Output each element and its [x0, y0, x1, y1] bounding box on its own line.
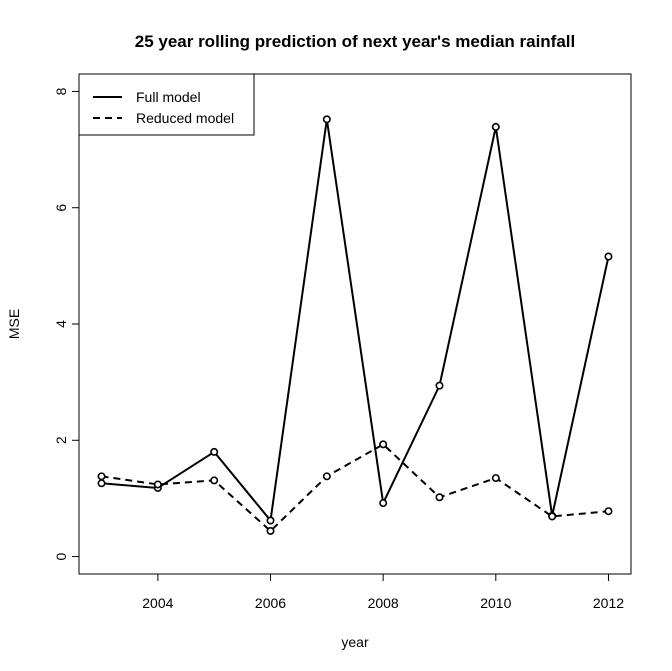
legend-box — [78, 73, 255, 136]
series-line-full-model — [101, 118, 610, 522]
point-full-model-2003 — [97, 479, 106, 488]
point-full-model-2008 — [379, 499, 388, 508]
point-reduced-model-2010 — [491, 474, 500, 483]
y-axis-label: MSE — [6, 309, 22, 339]
legend-label-reduced-model: Reduced model — [136, 110, 234, 126]
x-tick-label-2008: 2008 — [368, 595, 399, 611]
point-reduced-model-2009 — [435, 493, 444, 502]
point-full-model-2007 — [322, 115, 331, 124]
point-reduced-model-2007 — [322, 472, 331, 481]
x-axis: 2004 2006 2008 2010 2012 — [101, 573, 624, 611]
plot-area-border — [78, 73, 632, 575]
y-axis: 0 2 4 6 8 — [53, 87, 80, 560]
point-reduced-model-2012 — [604, 507, 613, 516]
point-full-model-2012 — [604, 252, 613, 261]
point-reduced-model-2004 — [153, 480, 162, 489]
series-layer — [97, 115, 613, 535]
x-tick-label-2012: 2012 — [593, 595, 624, 611]
y-tick-label-6: 6 — [53, 204, 69, 212]
point-reduced-model-2003 — [97, 472, 106, 481]
y-tick-label-0: 0 — [53, 552, 69, 560]
chart-title: 25 year rolling prediction of next year'… — [135, 32, 576, 51]
x-tick-label-2010: 2010 — [480, 595, 511, 611]
y-tick-label-4: 4 — [53, 320, 69, 328]
point-full-model-2010 — [491, 122, 500, 131]
point-reduced-model-2006 — [266, 526, 275, 535]
point-full-model-2005 — [210, 447, 219, 456]
x-tick-label-2004: 2004 — [142, 595, 173, 611]
point-reduced-model-2011 — [548, 512, 557, 521]
point-full-model-2006 — [266, 516, 275, 525]
x-tick-label-2006: 2006 — [255, 595, 286, 611]
point-full-model-2009 — [435, 381, 444, 390]
legend: Full model Reduced model — [78, 73, 255, 136]
series-reduced-model — [97, 440, 613, 535]
point-reduced-model-2008 — [379, 440, 388, 449]
point-reduced-model-2005 — [210, 476, 219, 485]
y-tick-label-2: 2 — [53, 436, 69, 444]
y-tick-label-8: 8 — [53, 87, 69, 95]
legend-label-full-model: Full model — [136, 89, 201, 105]
x-axis-label: year — [341, 634, 369, 650]
series-line-reduced-model — [101, 443, 609, 532]
series-full-model — [97, 115, 613, 525]
